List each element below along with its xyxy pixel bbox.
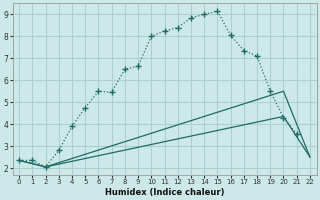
X-axis label: Humidex (Indice chaleur): Humidex (Indice chaleur)	[105, 188, 224, 197]
